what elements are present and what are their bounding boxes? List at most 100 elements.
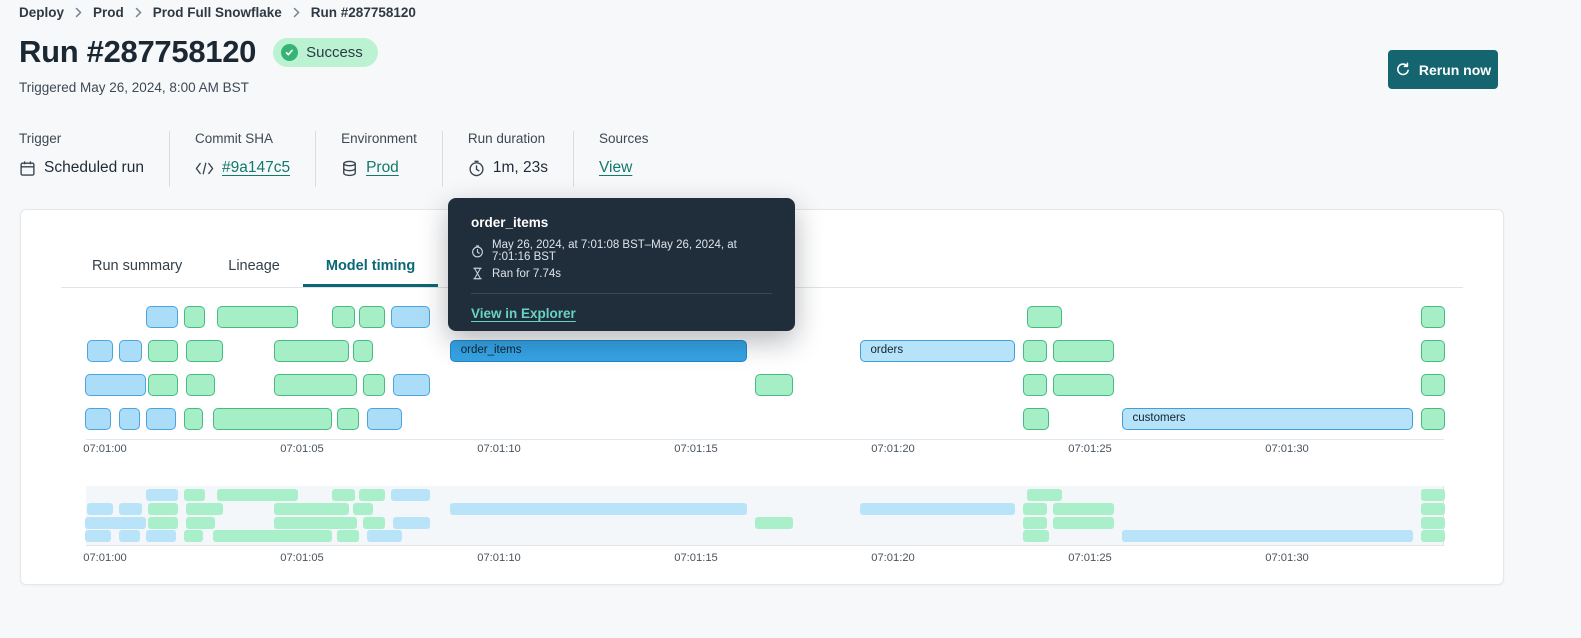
gantt-bar-label: order_items (460, 344, 522, 356)
mini-axis-tick: 07:01:25 (1068, 552, 1112, 564)
gantt-bar[interactable] (183, 408, 204, 430)
mini-axis-tick: 07:01:00 (83, 552, 127, 564)
gantt-bar[interactable] (1420, 408, 1445, 430)
mini-timeline-bar (185, 503, 224, 515)
gantt-bar[interactable] (217, 306, 299, 328)
mini-axis-tick: 07:01:10 (477, 552, 521, 564)
mini-timeline-bar (1026, 489, 1063, 501)
mini-axis-tick: 07:01:20 (871, 552, 915, 564)
gantt-bar[interactable] (146, 408, 176, 430)
mini-timeline-bar (183, 489, 206, 501)
tab-lineage[interactable]: Lineage (228, 258, 280, 274)
gantt-bar[interactable] (1023, 340, 1047, 362)
commit-sha-link[interactable]: #9a147c5 (221, 159, 291, 176)
database-icon (341, 160, 358, 177)
gantt-bar[interactable] (118, 340, 143, 362)
gantt-bar[interactable] (1052, 374, 1114, 396)
gantt-bar[interactable] (1023, 374, 1047, 396)
mini-timeline-bar (363, 517, 385, 529)
gantt-bar[interactable] (1052, 340, 1114, 362)
mini-timeline-bar (217, 489, 299, 501)
gantt-bar[interactable] (331, 306, 356, 328)
gantt-bar[interactable] (213, 408, 332, 430)
gantt-bar[interactable] (1420, 306, 1445, 328)
mini-timeline-bar (213, 530, 332, 542)
gantt-bar[interactable] (148, 340, 178, 362)
breadcrumb-prod[interactable]: Prod (93, 5, 124, 20)
mini-timeline-bar (859, 503, 1016, 515)
mini-timeline-bar (185, 517, 216, 529)
tooltip-divider (471, 293, 772, 294)
tab-model-timing[interactable]: Model timing (302, 246, 439, 287)
mini-timeline-bar (148, 517, 178, 529)
meta-commit-label: Commit SHA (194, 131, 273, 146)
meta-environment-label: Environment (341, 131, 417, 146)
main-axis-tick: 07:01:15 (674, 443, 718, 455)
meta-trigger-label: Trigger (19, 131, 62, 146)
gantt-bar[interactable] (185, 374, 216, 396)
gantt-bar[interactable] (1026, 306, 1063, 328)
mini-timeline-bar (1420, 489, 1445, 501)
view-in-explorer-link[interactable]: View in Explorer (471, 306, 576, 321)
gantt-bar-order_items[interactable]: order_items (449, 340, 748, 362)
sources-view-link[interactable]: View (599, 159, 633, 176)
main-axis-tick: 07:01:30 (1265, 443, 1309, 455)
gantt-bar[interactable] (359, 306, 385, 328)
gantt-bar[interactable] (183, 306, 206, 328)
gantt-bar-orders[interactable]: orders (859, 340, 1016, 362)
gantt-bar[interactable] (1023, 408, 1049, 430)
model-timing-gantt: order_items orders customers 07:01:00 07:01:… (21, 210, 1503, 584)
meta-duration-value: 1m, 23s (492, 159, 548, 176)
gantt-bar[interactable] (85, 374, 147, 396)
chevron-right-icon (135, 7, 142, 18)
gantt-bar[interactable] (87, 340, 113, 362)
mini-timeline-bar (148, 503, 178, 515)
gantt-bar[interactable] (1420, 374, 1445, 396)
mini-timeline-bar (449, 503, 748, 515)
gantt-bar[interactable] (337, 408, 360, 430)
gantt-bar-label: orders (870, 344, 904, 356)
mini-timeline-bar (1420, 503, 1445, 515)
mini-axis-tick: 07:01:15 (674, 552, 718, 564)
environment-link[interactable]: Prod (366, 159, 399, 176)
clock-icon (468, 160, 485, 177)
meta-environment: Environment Prod (341, 131, 443, 187)
rerun-now-button[interactable]: Rerun now (1388, 50, 1498, 89)
rerun-now-label: Rerun now (1418, 61, 1492, 78)
gantt-bar[interactable] (390, 306, 431, 328)
meta-duration-label: Run duration (467, 131, 546, 146)
clock-icon (471, 244, 484, 258)
mini-timeline-bar (367, 530, 403, 542)
gantt-bar[interactable] (363, 374, 385, 396)
page-title: Run #287758120 (19, 34, 257, 69)
breadcrumb-job[interactable]: Prod Full Snowflake (152, 5, 282, 20)
meta-sources: Sources View (599, 131, 674, 187)
gantt-bar[interactable] (274, 374, 358, 396)
gantt-bar[interactable] (367, 408, 403, 430)
gantt-bar[interactable] (755, 374, 793, 396)
tooltip-time-range: May 26, 2024, at 7:01:08 BST–May 26, 202… (492, 239, 737, 263)
gantt-bar[interactable] (146, 306, 178, 328)
tab-run-summary[interactable]: Run summary (92, 258, 183, 274)
gantt-bar-customers[interactable]: customers (1121, 408, 1414, 430)
mini-timeline-bar (274, 503, 350, 515)
breadcrumb: Deploy Prod Prod Full Snowflake Run #287… (19, 5, 416, 20)
gantt-bar[interactable] (148, 374, 178, 396)
breadcrumb-deploy[interactable]: Deploy (19, 5, 65, 20)
gantt-bar[interactable] (118, 408, 141, 430)
status-badge-label: Success (306, 43, 363, 61)
main-axis-tick: 07:01:20 (871, 443, 915, 455)
gantt-bar[interactable] (185, 340, 224, 362)
gantt-bar-label: customers (1132, 412, 1186, 424)
hourglass-icon (471, 267, 484, 280)
gantt-bar[interactable] (1420, 340, 1445, 362)
gantt-bar[interactable] (274, 340, 350, 362)
gantt-bar[interactable] (353, 340, 373, 362)
gantt-bar[interactable] (85, 408, 111, 430)
mini-timeline-bar (392, 517, 431, 529)
mini-timeline-bar (1052, 503, 1114, 515)
mini-timeline-bar (1420, 517, 1445, 529)
meta-sources-label: Sources (599, 131, 649, 146)
gantt-bar[interactable] (392, 374, 431, 396)
chevron-right-icon (75, 7, 82, 18)
